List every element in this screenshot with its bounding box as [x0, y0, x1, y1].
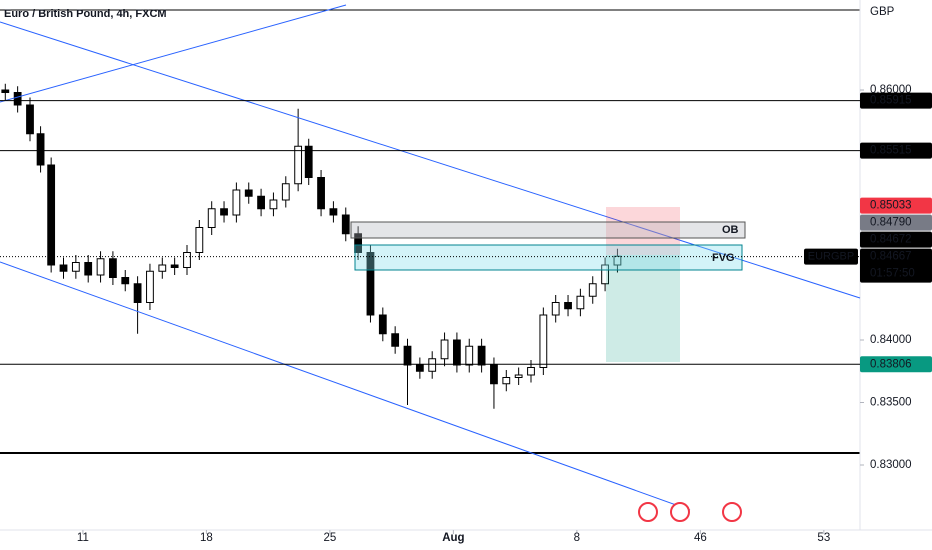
candle-body	[183, 252, 191, 268]
event-icon	[670, 502, 690, 522]
candle-body	[317, 177, 325, 210]
fvg-label: FVG	[712, 252, 735, 264]
price-label-bg	[860, 356, 932, 373]
price-label: 0.84672	[870, 234, 912, 246]
drawings	[0, 4, 861, 511]
candle-body	[59, 264, 68, 272]
candle-body	[257, 195, 265, 210]
price-label-bg	[860, 248, 932, 283]
candle-body	[453, 339, 461, 366]
candle-body	[601, 264, 609, 285]
candle-body	[207, 208, 216, 228]
x-tick-label: 8	[574, 532, 580, 544]
event-icons	[638, 502, 742, 522]
candle-body	[220, 208, 228, 216]
candles	[1, 83, 622, 409]
candle-body	[527, 367, 535, 376]
candle-body	[158, 264, 167, 272]
candle-body	[133, 283, 142, 303]
x-tick-label: 11	[77, 532, 89, 544]
candle-body	[514, 374, 523, 378]
trend-line	[0, 261, 691, 511]
x-tick-label: 25	[323, 532, 336, 544]
candle-body	[13, 92, 22, 106]
y-tick-label: 0.83500	[870, 397, 912, 409]
candle-body	[146, 270, 154, 303]
candle-body	[84, 262, 93, 276]
candle-body	[366, 252, 375, 316]
candle-body	[564, 302, 572, 310]
countdown: 01:57:50	[870, 268, 915, 280]
candle-body	[354, 233, 363, 253]
price-label: 0.85515	[870, 145, 912, 157]
price-label: 0.84667	[870, 251, 912, 263]
candle-body	[403, 345, 412, 366]
candle-body	[195, 227, 204, 253]
event-icon	[638, 502, 658, 522]
candle-body	[490, 364, 498, 385]
candle-body	[329, 208, 338, 216]
candle-body	[465, 345, 474, 366]
candle-body	[1, 89, 10, 93]
candle-body	[96, 258, 105, 276]
price-label: 0.84790	[870, 217, 912, 229]
candle-body	[47, 164, 56, 266]
symbol-label-bg	[804, 248, 858, 265]
candle-body	[26, 104, 34, 135]
price-label-bg	[860, 231, 932, 248]
candle-body	[281, 183, 290, 201]
candle-body	[341, 214, 350, 235]
stop-zone	[606, 207, 680, 255]
y-tick-label: 0.83000	[870, 459, 912, 471]
candle-body	[477, 345, 486, 366]
candle-body	[576, 295, 585, 310]
candle-body	[294, 145, 303, 185]
candle-body	[109, 258, 117, 278]
fvg-box	[354, 244, 743, 271]
price-label-bg	[860, 214, 932, 231]
trend-line	[0, 4, 347, 103]
symbol-label: EURGBP	[808, 251, 854, 263]
candle-body	[232, 189, 241, 216]
chart-title: Euro / British Pound, 4h, FXCM	[4, 8, 167, 20]
candle-body	[502, 377, 511, 385]
price-label: 0.85915	[870, 95, 912, 107]
currency-bg	[861, 2, 932, 22]
price-label-bg	[860, 142, 932, 159]
candle-body	[551, 302, 560, 316]
x-tick-label: 53	[817, 532, 830, 544]
candle-body	[304, 145, 313, 178]
candle-body	[170, 264, 179, 268]
candle-body	[36, 133, 45, 166]
event-icon	[722, 502, 742, 522]
trend-line	[0, 21, 861, 299]
candle-body	[539, 314, 548, 368]
currency-label: GBP	[870, 6, 895, 18]
candle-body	[588, 283, 597, 297]
price-label-bg	[860, 197, 932, 214]
y-tick-label: 0.84000	[870, 334, 912, 346]
candle-body	[415, 364, 424, 372]
candle-body	[440, 339, 449, 360]
x-tick-label: 46	[694, 532, 707, 544]
ob-label: OB	[722, 224, 739, 236]
candle-body	[428, 358, 437, 372]
candle-body	[269, 199, 278, 210]
x-tick-label: Aug	[442, 532, 464, 544]
ob-box	[350, 221, 746, 239]
price-label: 0.85033	[870, 200, 912, 212]
candle-body	[121, 277, 130, 285]
candle-body	[71, 262, 80, 272]
candle-body	[613, 255, 622, 266]
candle-body	[391, 333, 400, 347]
target-zone	[606, 255, 680, 362]
price-label-bg	[860, 92, 932, 109]
price-label: 0.83806	[870, 358, 912, 370]
x-tick-label: 18	[200, 532, 213, 544]
candle-body	[244, 189, 253, 197]
candle-body	[378, 314, 387, 335]
